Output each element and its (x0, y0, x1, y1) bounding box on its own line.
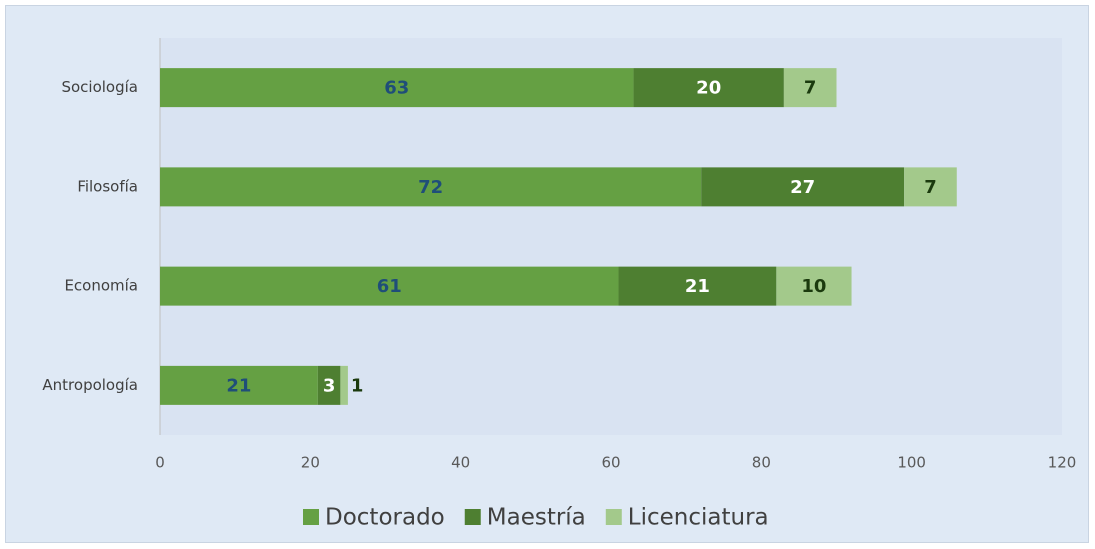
data-label: 21 (685, 276, 710, 297)
x-tick-label: 120 (1048, 454, 1077, 472)
bar-segment (160, 266, 619, 306)
bar-segment (633, 68, 784, 108)
data-label: 1 (351, 375, 364, 396)
data-label: 61 (377, 276, 402, 297)
y-tick-label: Antropología (42, 376, 138, 394)
x-tick-label: 60 (601, 454, 620, 472)
data-label: 7 (804, 78, 817, 99)
legend-label: Licenciatura (628, 505, 769, 531)
y-tick-label: Economía (64, 277, 138, 295)
bar-segment (160, 167, 702, 207)
data-label: 10 (801, 276, 826, 297)
data-label: 27 (790, 177, 815, 198)
legend-label: Doctorado (325, 505, 445, 531)
data-label: 72 (418, 177, 443, 198)
x-tick-label: 0 (155, 454, 165, 472)
bar-segment (776, 266, 852, 306)
legend-swatch (464, 509, 481, 525)
data-label: 20 (696, 78, 721, 99)
bar-segment (904, 167, 957, 207)
y-tick-label: Filosofía (77, 177, 138, 195)
data-label: 63 (384, 78, 409, 99)
x-tick-label: 80 (752, 454, 771, 472)
x-tick-label: 20 (301, 454, 320, 472)
bar-segment (160, 68, 634, 108)
legend-swatch (605, 509, 622, 525)
legend-swatch (303, 509, 319, 525)
data-label: 21 (226, 375, 251, 396)
bar-segment (618, 266, 777, 306)
data-label: 3 (323, 375, 336, 396)
bar-segment (783, 68, 837, 108)
bar-segment (160, 365, 318, 405)
legend-label: Maestría (487, 505, 586, 531)
x-tick-label: 40 (451, 454, 470, 472)
bar-segment (340, 365, 348, 405)
bar-segment (701, 167, 905, 207)
x-tick-label: 100 (897, 454, 926, 472)
data-label: 7 (924, 177, 937, 198)
y-tick-label: Sociología (61, 78, 138, 96)
bar-segment (317, 365, 341, 405)
